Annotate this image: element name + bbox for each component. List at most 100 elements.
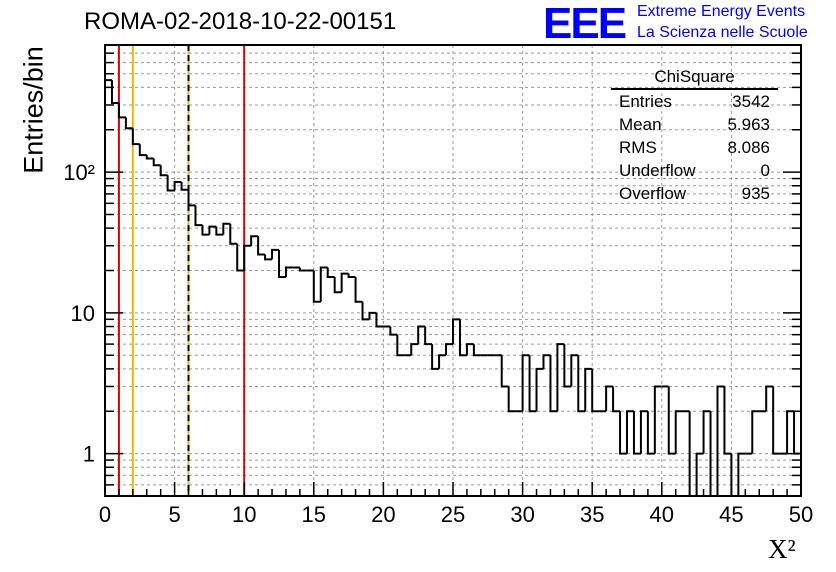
histogram-bin	[417, 325, 426, 345]
histogram-bin	[431, 344, 440, 370]
stats-box: ChiSquare Entries 3542 Mean 5.963 RMS 8.086…	[611, 67, 778, 205]
histogram-bin	[584, 367, 593, 412]
histogram-bin	[472, 344, 481, 357]
histogram-bin	[284, 266, 293, 277]
histogram-bin	[389, 326, 398, 336]
histogram-bin	[563, 344, 572, 388]
stat-label: Overflow	[619, 184, 687, 203]
histogram-bin	[556, 343, 565, 412]
histogram-bin	[264, 254, 273, 261]
stat-value: 3542	[732, 92, 770, 111]
histogram-bin	[396, 334, 405, 357]
histogram-bin	[793, 411, 801, 455]
stat-row-overflow: Overflow 935	[611, 182, 778, 205]
histogram-bin	[751, 410, 760, 454]
histogram-bin	[646, 411, 655, 455]
stat-row-rms: RMS 8.086	[611, 136, 778, 159]
histogram-bin	[152, 158, 161, 167]
axis-ticks: 0 5 10 15 20 25 30 35 40 45 50 1 10 10²	[63, 44, 813, 527]
histogram-bin	[410, 343, 419, 356]
histogram-bin	[438, 354, 447, 369]
run-title: ROMA-02-2018-10-22-00151	[84, 8, 397, 35]
histogram-bin	[187, 189, 196, 207]
x-tick-label: 10	[232, 502, 256, 527]
histogram-bin	[159, 165, 168, 177]
histogram-bin	[639, 410, 648, 454]
histogram-bin	[347, 273, 356, 278]
histogram-bin	[716, 385, 725, 496]
histogram-bin	[570, 354, 579, 387]
x-axis-label: X²	[768, 534, 796, 564]
histogram-bin	[723, 386, 732, 455]
histogram-bin	[528, 355, 537, 413]
histogram-bin	[333, 276, 342, 294]
histogram-bin	[229, 223, 238, 245]
histogram-bin	[507, 386, 516, 413]
x-tick-label: 25	[441, 502, 465, 527]
histogram-bin	[458, 319, 467, 357]
histogram-bin	[222, 222, 231, 235]
x-tick-label: 0	[99, 502, 111, 527]
histogram-bin	[465, 343, 474, 356]
x-tick-label: 20	[371, 502, 395, 527]
histogram-bin	[653, 385, 662, 454]
histogram-bin	[361, 301, 370, 321]
histogram-bin	[667, 386, 676, 455]
histogram-bin	[257, 236, 266, 256]
stat-value: 5.963	[727, 115, 770, 134]
histogram-bin	[674, 410, 683, 454]
histogram-bin	[605, 385, 614, 412]
y-tick-label: 10²	[63, 160, 95, 185]
histogram-bin	[243, 244, 252, 271]
y-tick-label: 10	[71, 301, 95, 326]
histogram-bin	[702, 410, 711, 454]
x-tick-label: 35	[580, 502, 604, 527]
logo-subtitle-line2: La Scienza nelle Scuole	[637, 24, 808, 41]
histogram-bin	[173, 181, 182, 191]
histogram-bin	[124, 117, 133, 130]
histogram-bin	[312, 270, 321, 303]
stat-label: Entries	[619, 92, 672, 111]
histogram-bin	[201, 225, 210, 236]
x-tick-label: 15	[302, 502, 326, 527]
histogram-bin	[500, 355, 509, 388]
histogram-bin	[521, 354, 530, 412]
histogram-bin	[340, 272, 349, 293]
grid-lines	[105, 44, 801, 497]
histogram-bin	[208, 225, 217, 235]
eee-logo: EEE	[543, 0, 627, 48]
histogram-bin	[236, 243, 245, 272]
histogram-bin	[737, 452, 746, 496]
x-tick-label: 30	[510, 502, 534, 527]
histogram-bin	[110, 80, 119, 104]
histogram-bin	[626, 410, 634, 454]
histogram-bin	[278, 249, 286, 278]
stat-value: 8.086	[727, 138, 770, 157]
histogram-bin	[250, 235, 259, 246]
histogram-bin	[549, 355, 558, 413]
histogram-bin	[375, 312, 384, 328]
histogram-bin	[632, 411, 641, 455]
stats-title: ChiSquare	[611, 67, 778, 90]
histogram-bin	[354, 276, 363, 303]
stat-row-entries: Entries 3542	[611, 90, 778, 113]
histogram-bin	[166, 175, 175, 192]
histogram-bin	[619, 411, 627, 455]
histogram-bin	[104, 79, 112, 496]
histogram-bin	[591, 368, 600, 413]
y-tick-label: 1	[83, 442, 95, 467]
histogram-bin	[319, 266, 328, 302]
histogram-bin	[368, 311, 377, 320]
histogram-bin	[765, 385, 774, 412]
histogram-bin	[577, 355, 586, 413]
histogram-bin	[612, 386, 621, 413]
x-tick-label: 5	[168, 502, 180, 527]
histogram-bin	[298, 267, 307, 272]
histogram-bin	[326, 267, 335, 278]
stat-label: RMS	[619, 138, 657, 157]
histogram-bin	[542, 354, 551, 369]
histogram-bin	[131, 128, 140, 146]
histogram-bin	[145, 155, 154, 160]
histogram-bin	[772, 386, 781, 455]
histogram-bin	[215, 226, 224, 236]
